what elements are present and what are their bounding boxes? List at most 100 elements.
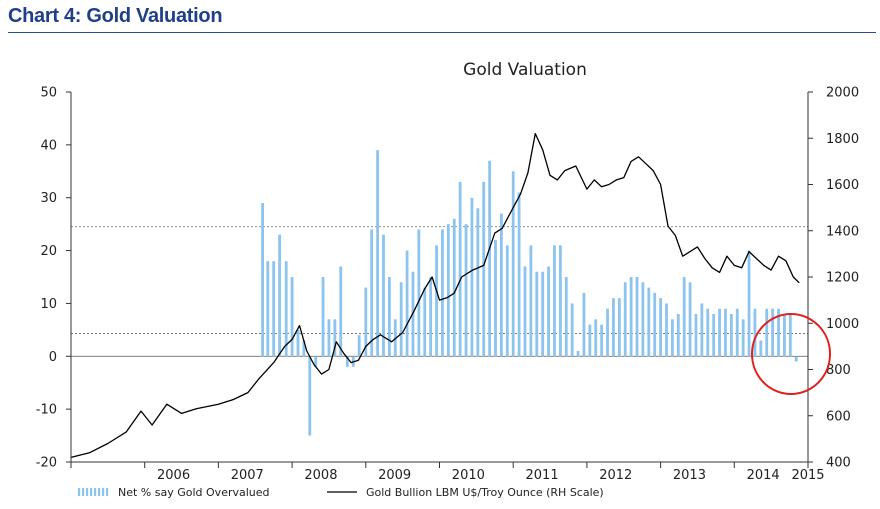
bar-68 [665, 303, 668, 357]
bar-90 [794, 356, 798, 362]
bar-41 [505, 245, 509, 357]
bar-7 [302, 340, 306, 357]
left-tick-label: 0 [49, 350, 57, 365]
bar-47 [541, 271, 545, 357]
legend-bar-swatch [90, 488, 93, 496]
bar-61 [623, 282, 627, 357]
highlight-circle [751, 313, 831, 395]
right-tick-label: 600 [826, 409, 851, 424]
right-tick-label: 2000 [826, 86, 859, 101]
bar-62 [629, 277, 633, 357]
bar-60 [617, 298, 621, 357]
bar-43 [517, 192, 521, 357]
bar-22 [393, 319, 397, 357]
bar-18 [370, 229, 374, 357]
bar-39 [494, 240, 497, 357]
x-tick-label: 2009 [378, 468, 411, 483]
bar-33 [458, 181, 462, 357]
bar-77 [718, 308, 721, 357]
bar-57 [600, 324, 604, 357]
bar-30 [441, 229, 444, 357]
bar-8 [308, 356, 312, 436]
bar-79 [729, 314, 733, 357]
bar-55 [588, 324, 592, 357]
bar-66 [653, 292, 657, 357]
legend-bar-swatch [78, 488, 81, 496]
legend-bar-swatch [106, 488, 109, 496]
bar-10 [321, 277, 325, 357]
axis-layer: -20 -10 0 10 20 30 40 50 400 600 800 1000 1200 1400 16… [36, 86, 859, 484]
bar-2 [272, 261, 276, 357]
bar-17 [364, 287, 368, 357]
bar-14 [345, 356, 349, 367]
bar-45 [529, 245, 533, 357]
bar-54 [582, 292, 586, 357]
bar-67 [659, 298, 662, 357]
right-tick-label: 1200 [826, 271, 859, 286]
bar-63 [635, 277, 639, 357]
bar-89 [788, 314, 792, 357]
bar-56 [594, 319, 598, 357]
x-tick-label: 2015 [791, 468, 824, 483]
bar-35 [470, 197, 474, 357]
legend-bar-swatch [102, 488, 105, 496]
bar-5 [290, 277, 294, 357]
bar-87 [777, 308, 780, 357]
bar-31 [446, 224, 450, 357]
left-tick-label: 50 [40, 86, 57, 101]
bar-48 [547, 266, 550, 357]
bar-65 [647, 287, 651, 357]
left-tick-label: 20 [40, 244, 57, 259]
bar-76 [712, 314, 716, 357]
x-tick-label: 2007 [231, 468, 264, 483]
x-tick-label: 2010 [452, 468, 485, 483]
bar-78 [724, 308, 727, 357]
bar-74 [700, 303, 704, 357]
right-tick-label: 1800 [826, 132, 859, 147]
bar-85 [765, 308, 769, 357]
bar-58 [606, 308, 609, 357]
bar-44 [523, 266, 527, 357]
left-tick-label: 30 [40, 191, 57, 206]
bar-46 [535, 271, 539, 357]
left-tick-label: -10 [36, 403, 57, 418]
x-tick-label: 2006 [157, 468, 190, 483]
bar-49 [553, 245, 556, 357]
bar-9 [314, 356, 318, 367]
chart-header: Chart 4: Gold Valuation [8, 2, 876, 33]
bar-73 [694, 314, 698, 357]
x-tick-label: 2011 [526, 468, 559, 483]
bar-59 [612, 298, 615, 357]
left-tick-label: 10 [40, 297, 57, 312]
bar-series [261, 150, 798, 436]
bar-36 [476, 208, 480, 357]
chart-caption: Chart 4: Gold Valuation [8, 5, 223, 27]
bar-0 [261, 203, 265, 357]
right-tick-label: 400 [826, 456, 851, 471]
legend: Net % say Gold Overvalued Gold Bullion LB… [78, 486, 604, 499]
legend-bar-swatch [86, 488, 89, 496]
bar-27 [423, 287, 427, 357]
left-tick-label: -20 [36, 456, 57, 471]
bar-88 [783, 314, 786, 357]
bar-1 [266, 261, 270, 357]
bar-19 [376, 150, 379, 357]
bar-12 [333, 319, 337, 357]
legend-label-bars: Net % say Gold Overvalued [118, 486, 270, 499]
bar-11 [327, 319, 331, 357]
bar-80 [735, 308, 739, 357]
x-tick-label: 2013 [673, 468, 706, 483]
bar-3 [278, 234, 281, 357]
bar-52 [570, 303, 574, 357]
bar-28 [429, 277, 433, 357]
bar-4 [284, 261, 288, 357]
legend-bar-swatch [98, 488, 101, 496]
right-tick-label: 1000 [826, 317, 859, 332]
bar-38 [488, 160, 492, 357]
annotation-layer [751, 313, 831, 395]
x-tick-label: 2008 [304, 468, 337, 483]
bar-51 [564, 277, 568, 357]
bar-83 [753, 308, 757, 357]
legend-bar-swatch [82, 488, 85, 496]
